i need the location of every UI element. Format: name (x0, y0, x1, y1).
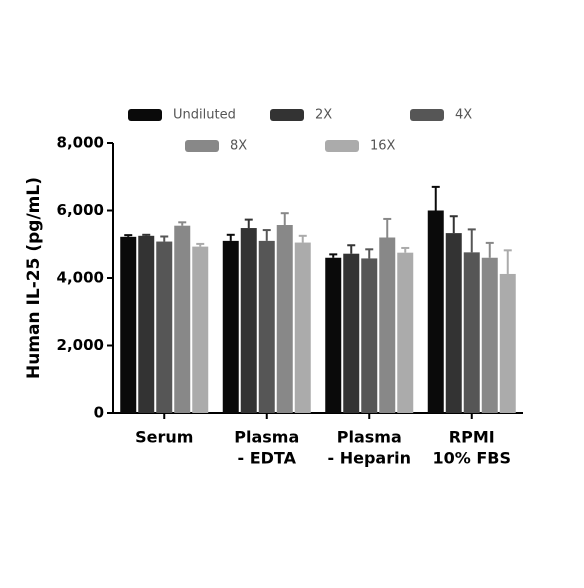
bar (499, 273, 516, 413)
bar (258, 240, 275, 413)
y-tick-label: 2,000 (57, 336, 104, 354)
bar (192, 246, 209, 413)
bar (156, 241, 173, 413)
y-axis-title: Human IL-25 (pg/mL) (24, 177, 44, 379)
bar (276, 225, 293, 413)
bar (120, 236, 137, 413)
bar (445, 233, 462, 413)
legend-label: Undiluted (173, 108, 236, 123)
legend-label: 4X (455, 108, 472, 123)
legend-swatch (325, 140, 359, 152)
legend-label: 2X (315, 108, 332, 123)
bar (343, 253, 360, 413)
y-tick-label: 0 (94, 404, 104, 422)
bar (463, 252, 480, 413)
y-tick-label: 8,000 (57, 134, 104, 152)
bar (361, 258, 378, 413)
bar (427, 210, 444, 413)
legend-label: 8X (230, 139, 247, 154)
x-tick-label: Plasma (234, 428, 299, 447)
bar (325, 257, 342, 413)
x-tick-label: RPMI (449, 428, 495, 447)
bar (481, 257, 498, 413)
bar (138, 235, 155, 413)
legend-swatch (128, 109, 162, 121)
bar (397, 252, 414, 413)
bar (174, 225, 191, 413)
x-tick-label: - EDTA (238, 449, 297, 468)
bar (222, 240, 239, 413)
x-tick-label: Serum (135, 428, 193, 447)
legend-swatch (270, 109, 304, 121)
x-tick-label: Plasma (337, 428, 402, 447)
legend-swatch (185, 140, 219, 152)
legend-label: 16X (370, 139, 396, 154)
bar (294, 242, 311, 413)
bar (379, 237, 396, 413)
legend-swatch (410, 109, 444, 121)
y-tick-label: 6,000 (57, 201, 104, 219)
x-tick-label: 10% FBS (432, 449, 511, 468)
x-tick-label: - Heparin (328, 449, 411, 468)
bar (240, 228, 257, 413)
y-tick-label: 4,000 (57, 269, 104, 287)
